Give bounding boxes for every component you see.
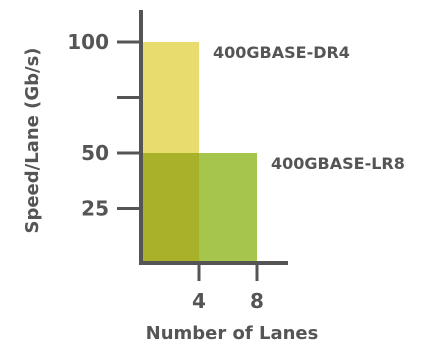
x-axis-label: Number of Lanes (146, 323, 319, 344)
y-tick-label: 50 (81, 141, 109, 165)
series-label-400gbase-lr8: 400GBASE-LR8 (271, 154, 405, 173)
y-tick-label: 25 (81, 197, 109, 221)
series-label-400gbase-dr4: 400GBASE-DR4 (213, 43, 350, 62)
series-labels-layer: 400GBASE-DR4 400GBASE-LR8 (213, 43, 405, 173)
bar-overlap-region (143, 153, 199, 264)
x-tick-label: 8 (250, 289, 264, 313)
bars-layer (143, 42, 257, 264)
x-tick-label: 4 (192, 289, 206, 313)
axes-layer (139, 10, 288, 265)
y-axis-label: Speed/Lane (Gb/s) (22, 47, 43, 233)
y-tick-label: 100 (67, 30, 109, 54)
y-ticks-layer: 25 50 100 (67, 30, 141, 221)
